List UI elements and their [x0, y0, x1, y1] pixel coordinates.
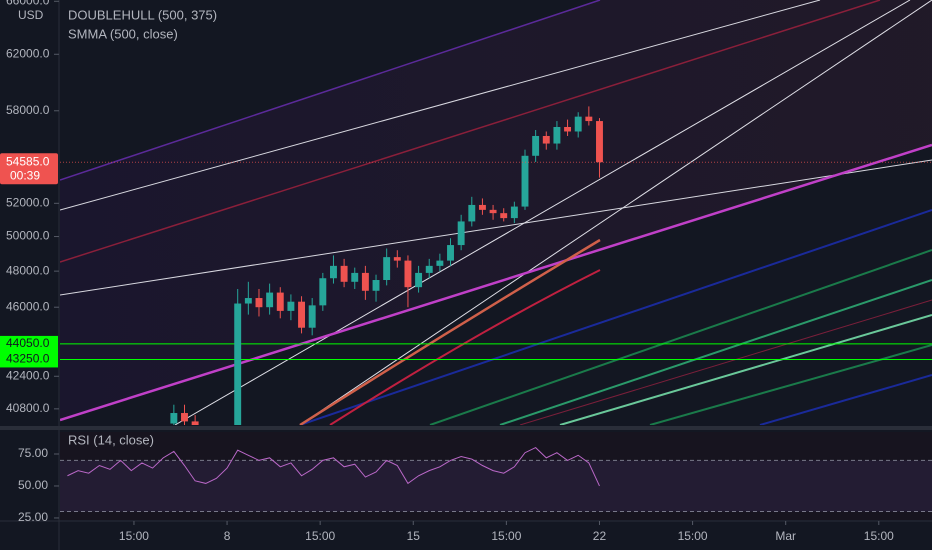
candle-body: [234, 303, 242, 425]
smma-line: [299, 238, 601, 425]
candle-body: [510, 206, 518, 219]
y-tick-label: 58000.0: [6, 103, 50, 117]
channel-line: [60, 0, 881, 263]
candle-body: [191, 421, 199, 425]
indicator-label: DOUBLEHULL (500, 375): [68, 7, 217, 22]
fan-line: [559, 314, 932, 425]
rsi-tick-label: 75.00: [18, 446, 48, 460]
candle-body: [585, 116, 593, 122]
candle-body: [436, 260, 444, 266]
fan-line: [499, 279, 932, 425]
candle-body: [564, 127, 572, 132]
y-tick-label: 42400.0: [6, 368, 50, 382]
rsi-tick-label: 25.00: [18, 510, 48, 524]
level-label: 44050.0: [6, 336, 50, 350]
candle-body: [521, 155, 529, 207]
candle-body: [478, 204, 486, 210]
channel-line: [60, 0, 601, 181]
fan-line: [429, 249, 932, 425]
candle-body: [425, 265, 433, 273]
fan-line: [759, 374, 932, 425]
candle-body: [340, 265, 348, 282]
level-box: [0, 351, 58, 368]
x-tick-label: 15:00: [119, 529, 149, 543]
candle-body: [596, 121, 603, 163]
candle-body: [393, 257, 401, 261]
candle-body: [351, 272, 359, 282]
y-tick-label: 62000.0: [6, 46, 50, 60]
currency: USD: [18, 8, 44, 22]
thick-line: [60, 143, 932, 422]
hull-line: [329, 269, 601, 425]
x-tick-label: Mar: [775, 529, 796, 543]
rsi-tick-label: 50.00: [18, 478, 48, 492]
level-box: [0, 335, 58, 352]
x-tick-label: 15:00: [491, 529, 521, 543]
candle-body: [181, 413, 188, 422]
y-tick-label: 50000.0: [6, 229, 50, 243]
candle-body: [266, 292, 274, 308]
candle-body: [447, 245, 454, 261]
candle-body: [457, 221, 465, 246]
candle-body: [532, 135, 540, 156]
x-tick-label: 15:00: [864, 529, 894, 543]
x-tick-label: 15: [407, 529, 421, 543]
candle-body: [574, 116, 582, 132]
last-price-label: 54585.0: [6, 154, 50, 168]
x-tick-label: 22: [593, 529, 607, 543]
candle-body: [542, 135, 550, 144]
candle-body: [298, 301, 306, 328]
rsi-line: [67, 447, 600, 487]
y-tick-label: 46000.0: [6, 299, 50, 313]
y-tick-label: 40800.0: [6, 401, 50, 415]
candle-body: [255, 298, 263, 308]
candle-body: [415, 272, 423, 288]
candle-body: [468, 204, 476, 222]
candle-body: [244, 298, 252, 304]
fan-line: [649, 344, 932, 425]
candle-body: [287, 301, 295, 311]
candle-body: [500, 213, 508, 219]
candle-body: [489, 209, 497, 214]
candle-body: [170, 413, 178, 424]
fan-line: [299, 0, 932, 425]
level-label: 43250.0: [6, 352, 50, 366]
last-price-box: [0, 153, 58, 185]
candle-body: [330, 265, 337, 279]
fan-line: [299, 209, 932, 425]
fan-line: [174, 0, 911, 425]
rsi-title: RSI (14, close): [68, 432, 154, 447]
countdown: 00:39: [10, 168, 40, 182]
candle-body: [383, 257, 391, 281]
x-tick-label: 15:00: [678, 529, 708, 543]
x-tick-label: 15:00: [305, 529, 335, 543]
candle-body: [361, 272, 369, 291]
candles: [60, 106, 932, 425]
rsi: [60, 447, 932, 513]
y-tick-label: 52000.0: [6, 195, 50, 209]
candle-body: [308, 305, 316, 328]
rsi-band-fill: [60, 460, 932, 512]
candle-body: [372, 280, 380, 291]
x-tick-label: 8: [224, 529, 231, 543]
candle-body: [553, 127, 561, 144]
trend-line: [60, 0, 821, 211]
trend-line: [60, 159, 932, 296]
candle-body: [276, 292, 284, 311]
y-tick-label: 48000.0: [6, 263, 50, 277]
candle-body: [319, 278, 327, 306]
indicator-label: SMMA (500, close): [68, 26, 178, 41]
rsi-pane: [60, 432, 932, 520]
y-tick-label: 66000.0: [6, 0, 50, 7]
candle-body: [404, 260, 412, 288]
fan-line: [519, 299, 932, 425]
